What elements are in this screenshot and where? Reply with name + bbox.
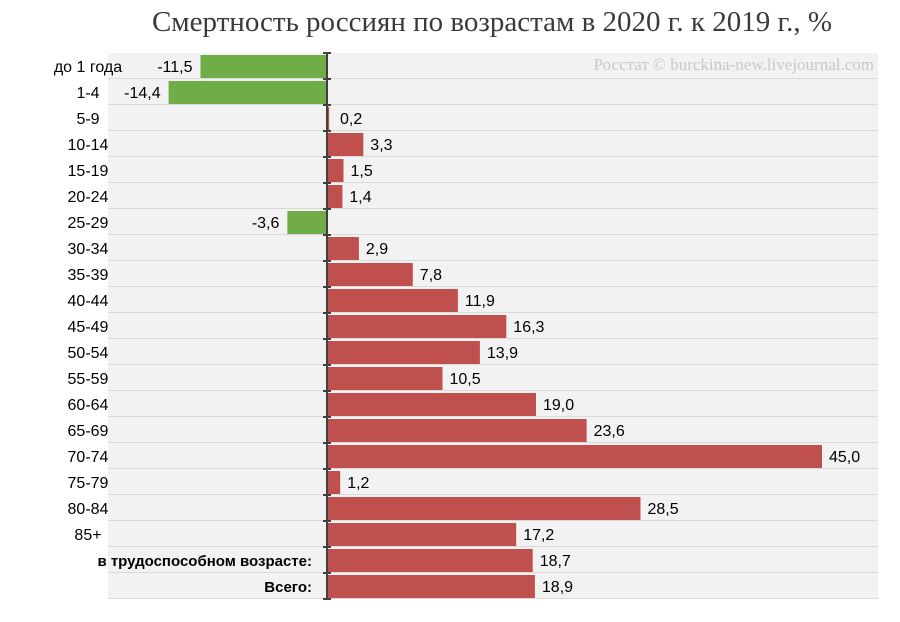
value-label-19: 18,7: [540, 553, 571, 570]
category-label-4: 15-19: [68, 163, 109, 180]
value-label-8: 7,8: [420, 267, 442, 284]
bar-1: [168, 81, 327, 104]
category-label-6: 25-29: [68, 215, 109, 232]
category-label-15: 70-74: [68, 449, 109, 466]
bar-3: [327, 133, 364, 156]
value-label-3: 3,3: [370, 137, 392, 154]
bar-4: [327, 159, 344, 182]
value-label-11: 13,9: [487, 345, 518, 362]
category-label-17: 80-84: [68, 501, 109, 518]
row-background: [108, 469, 878, 495]
value-label-13: 19,0: [543, 397, 574, 414]
row-background: [108, 287, 878, 313]
value-label-5: 1,4: [349, 189, 371, 206]
chart-title: Смертность россиян по возрастам в 2020 г…: [151, 6, 833, 38]
bar-8: [327, 263, 413, 286]
bar-11: [327, 341, 480, 364]
bar-12: [327, 367, 443, 390]
bar-6: [287, 211, 327, 234]
category-label-14: 65-69: [68, 423, 109, 440]
bar-18: [327, 523, 517, 546]
bar-5: [327, 185, 343, 208]
category-label-12: 55-59: [68, 371, 109, 388]
category-label-18: 85+: [74, 527, 101, 544]
value-label-12: 10,5: [450, 371, 481, 388]
value-label-6: -3,6: [252, 215, 280, 232]
row-background: [108, 365, 878, 391]
category-label-19: в трудоспособном возрасте:: [97, 553, 312, 570]
category-label-13: 60-64: [68, 397, 109, 414]
value-label-15: 45,0: [829, 449, 860, 466]
bar-2: [327, 107, 330, 130]
category-label-16: 75-79: [68, 475, 109, 492]
category-label-1: 1-4: [76, 85, 99, 102]
category-label-0: до 1 года: [54, 59, 122, 76]
category-label-5: 20-24: [68, 189, 109, 206]
category-label-2: 5-9: [76, 111, 99, 128]
category-label-11: 50-54: [68, 345, 109, 362]
category-label-9: 40-44: [68, 293, 109, 310]
row-background: [108, 157, 878, 183]
value-label-16: 1,2: [347, 475, 369, 492]
row-background: [108, 209, 878, 235]
bar-14: [327, 419, 587, 442]
bar-0: [200, 55, 327, 78]
value-label-1: -14,4: [124, 85, 161, 102]
value-label-18: 17,2: [523, 527, 554, 544]
bar-15: [327, 445, 822, 468]
row-background: [108, 339, 878, 365]
bar-20: [327, 575, 535, 598]
bar-17: [327, 497, 641, 520]
value-label-2: 0,2: [340, 111, 362, 128]
value-label-20: 18,9: [542, 579, 573, 596]
bar-19: [327, 549, 533, 572]
bar-16: [327, 471, 341, 494]
bar-13: [327, 393, 536, 416]
value-label-17: 28,5: [648, 501, 679, 518]
value-label-10: 16,3: [513, 319, 544, 336]
row-background: [108, 261, 878, 287]
value-label-9: 11,9: [465, 293, 495, 310]
category-label-7: 30-34: [68, 241, 109, 258]
bar-9: [327, 289, 458, 312]
category-label-10: 45-49: [68, 319, 109, 336]
value-label-7: 2,9: [366, 241, 388, 258]
row-background: [108, 183, 878, 209]
watermark: Росстат © burckina-new.livejournal.com: [593, 55, 874, 74]
value-label-0: -11,5: [157, 59, 192, 76]
bar-10: [327, 315, 507, 338]
bar-7: [327, 237, 359, 260]
category-label-20: Всего:: [264, 579, 312, 596]
category-label-3: 10-14: [68, 137, 109, 154]
category-label-8: 35-39: [68, 267, 109, 284]
value-label-14: 23,6: [594, 423, 625, 440]
row-background: [108, 131, 878, 157]
value-label-4: 1,5: [351, 163, 373, 180]
row-background: [108, 105, 878, 131]
row-background: [108, 235, 878, 261]
